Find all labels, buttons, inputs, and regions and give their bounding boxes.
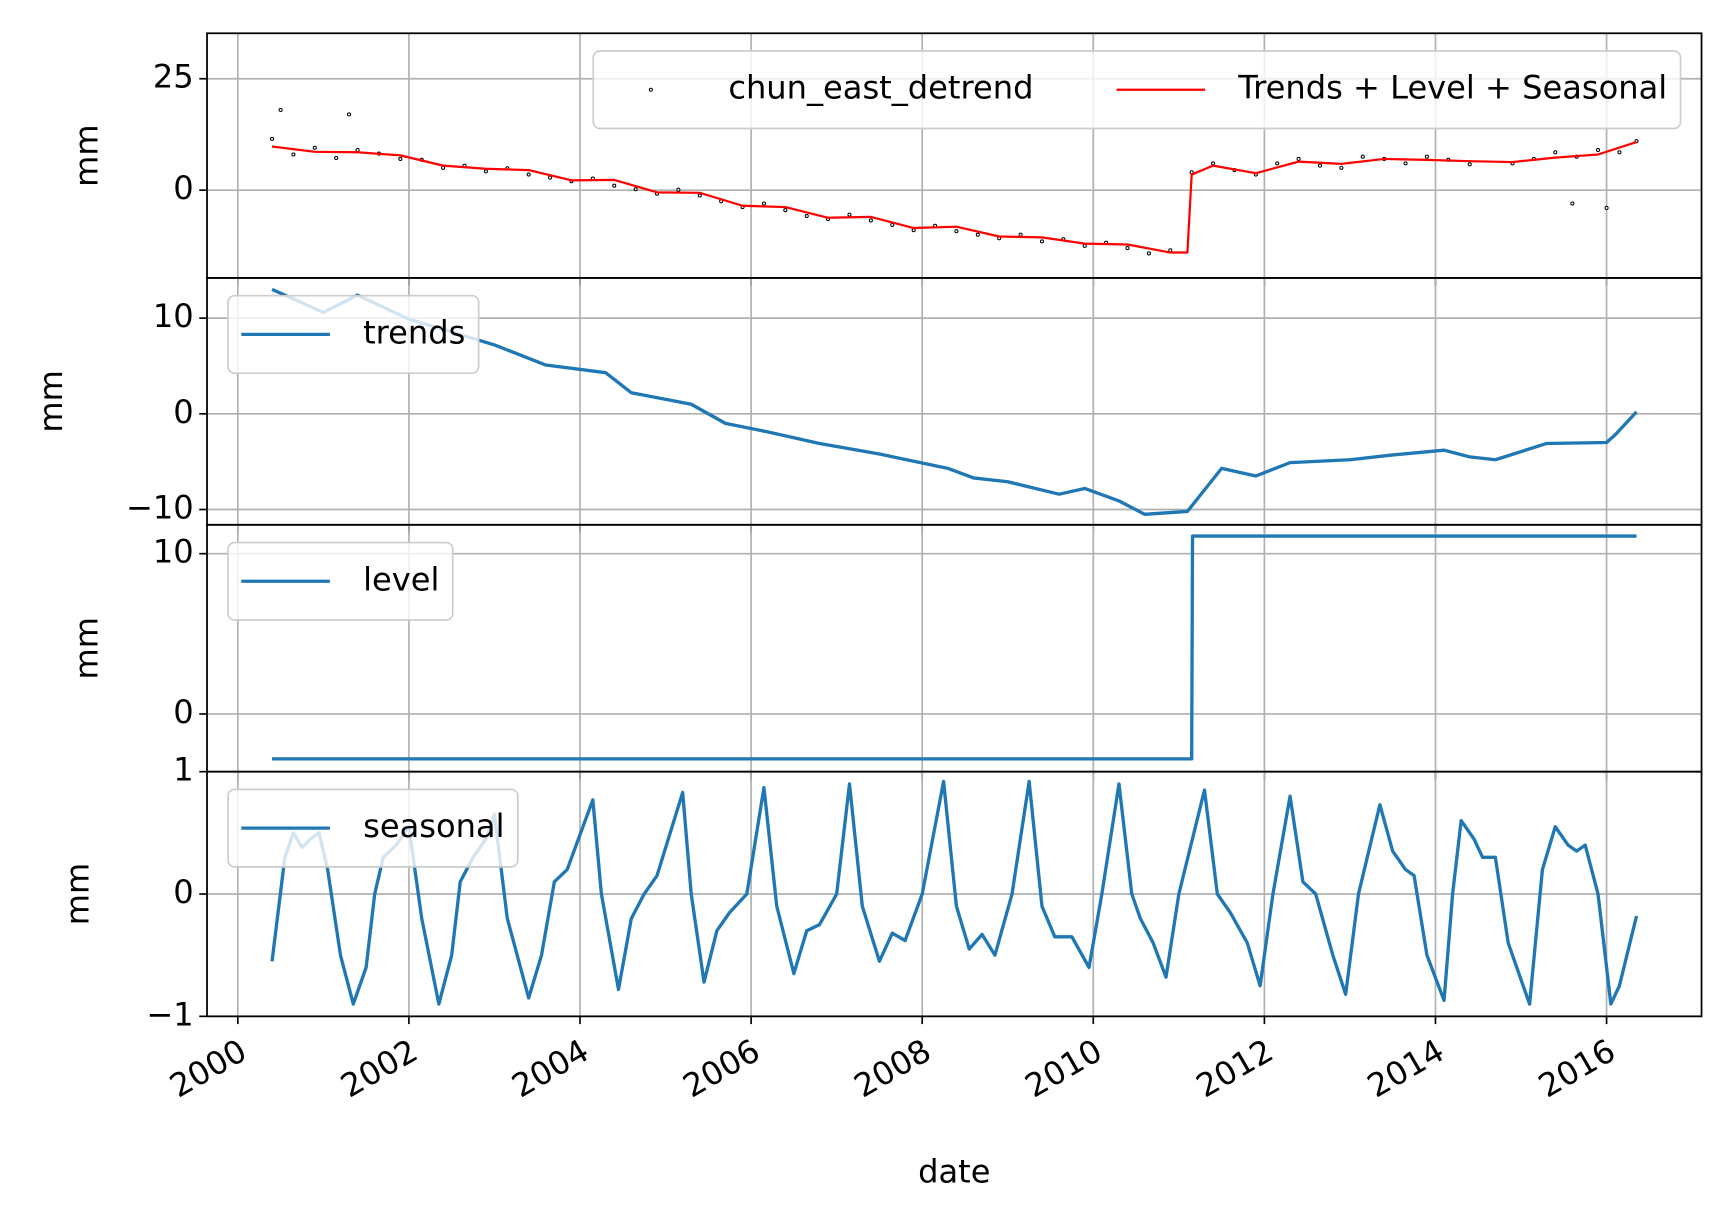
data-point — [1604, 205, 1609, 211]
data-point — [1467, 162, 1472, 167]
data-point — [1424, 154, 1429, 159]
legend: seasonal — [227, 788, 519, 868]
data-point — [334, 156, 339, 161]
data-point — [312, 145, 317, 150]
data-point — [911, 228, 916, 233]
data-point — [804, 213, 809, 219]
data-line — [272, 534, 1637, 761]
data-point — [954, 229, 959, 234]
legend-item: Trends + Level + Seasonal — [1116, 69, 1667, 107]
data-point — [1617, 150, 1622, 155]
data-point — [1211, 161, 1216, 166]
data-point — [783, 208, 788, 213]
y-tick-label: −1 — [146, 995, 193, 1033]
data-point — [355, 147, 360, 153]
data-point — [1595, 147, 1601, 153]
data-point — [612, 183, 617, 188]
legend-item: level — [241, 560, 439, 598]
data-point — [868, 218, 873, 223]
data-point — [278, 107, 283, 112]
y-tick-label: 0 — [173, 693, 193, 731]
data-point — [398, 156, 403, 161]
legend-label: level — [363, 560, 439, 598]
data-point — [1039, 239, 1045, 244]
legend-box — [227, 788, 519, 868]
y-axis-label: mm — [32, 370, 70, 433]
panel: 0 10 mm level — [68, 523, 1703, 780]
data-line — [270, 779, 1639, 1006]
y-axis-label: mm — [68, 124, 106, 187]
data-point — [1570, 201, 1575, 206]
data-point — [1339, 165, 1344, 170]
data-point — [1146, 251, 1151, 256]
y-tick-label: 10 — [153, 533, 194, 571]
y-axis-label: mm — [59, 863, 97, 926]
y-axis-label: mm — [68, 617, 106, 680]
data-point — [676, 187, 681, 192]
legend-label: seasonal — [363, 807, 504, 845]
data-point — [1125, 246, 1130, 251]
data-point — [975, 232, 980, 237]
y-tick-label: −10 — [126, 489, 194, 527]
data-point — [1082, 243, 1087, 248]
y-tick-label: 1 — [173, 751, 193, 789]
data-point — [847, 212, 852, 217]
data-point — [1553, 150, 1558, 155]
data-point — [1403, 161, 1408, 166]
data-line — [271, 140, 1637, 254]
legend: trends — [227, 294, 480, 374]
axes-frame — [206, 770, 1703, 1018]
data-point — [1317, 163, 1323, 168]
legend-item: trends — [241, 313, 465, 351]
data-point — [346, 112, 352, 117]
y-tick-label: 0 — [173, 169, 193, 207]
legend-box — [227, 294, 480, 374]
y-tick-label: 10 — [153, 297, 194, 335]
legend-box — [227, 541, 454, 621]
data-point — [761, 201, 766, 206]
data-point — [291, 152, 296, 157]
legend-label: trends — [363, 313, 465, 351]
data-point — [483, 169, 488, 174]
y-tick-label: 0 — [173, 393, 193, 431]
data-point — [633, 187, 638, 192]
data-point — [1360, 154, 1365, 159]
legend: level — [227, 541, 454, 621]
data-point — [1018, 232, 1023, 237]
legend: chun_east_detrend Trends + Level + Season… — [592, 50, 1682, 130]
y-tick-label: 25 — [153, 58, 194, 96]
x-axis-label: date — [918, 1153, 990, 1191]
y-tick-label: 0 — [173, 873, 193, 911]
legend-label: Trends + Level + Seasonal — [1237, 69, 1667, 107]
legend-item: chun_east_detrend — [648, 69, 1033, 107]
data-point — [1296, 156, 1301, 161]
data-point — [697, 193, 702, 198]
panel: 0 25 mm chun_east_detrend Trends + Level + S… — [68, 32, 1703, 286]
legend-label: chun_east_detrend — [728, 69, 1033, 107]
data-line — [271, 287, 1638, 516]
data-point — [526, 172, 531, 177]
legend-item: seasonal — [241, 807, 505, 845]
legend-marker — [648, 87, 653, 92]
data-point — [269, 136, 275, 141]
data-point — [1275, 161, 1280, 166]
